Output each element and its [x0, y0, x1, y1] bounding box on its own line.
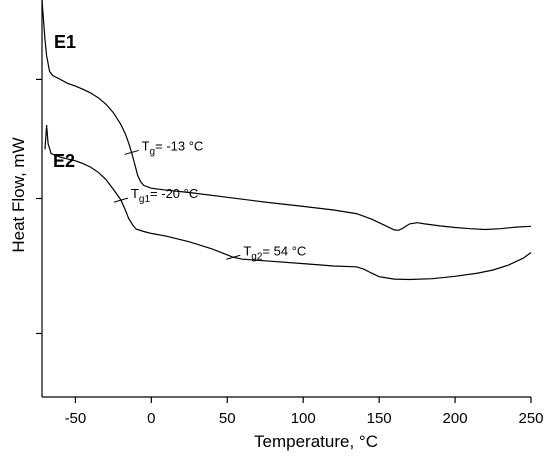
plot-area: -50 0 50 100 150 200 250 Tg= -13 °C Tg1= -20 °C… [36, 0, 544, 427]
x-axis-ticks: -50 0 50 100 150 200 250 [65, 397, 544, 427]
y-axis-title: Heat Flow, mW [9, 137, 28, 252]
y-axis-ticks [36, 78, 42, 335]
tg-annotation: Tg1= -20 °C [131, 186, 198, 205]
annotations: Tg= -13 °C Tg1= -20 °C Tg2= 54 °C [113, 138, 306, 262]
x-tick-label: -50 [65, 410, 87, 427]
tg-annotation: Tg= -13 °C [142, 138, 204, 157]
x-tick-label: 0 [147, 410, 155, 427]
tg-annotation: Tg2= 54 °C [243, 243, 306, 262]
tg-marker [124, 149, 139, 155]
x-tick-label: 100 [291, 410, 316, 427]
series-label-e2: E2 [53, 151, 75, 171]
curves [41, 0, 532, 281]
tg-marker [226, 254, 241, 260]
x-tick-label: 200 [443, 410, 468, 427]
series-label-e1: E1 [54, 32, 76, 52]
x-tick-label: 150 [367, 410, 392, 427]
x-tick-label: 250 [518, 410, 543, 427]
tg-marker [113, 197, 129, 203]
x-tick-label: 50 [219, 410, 236, 427]
series-line-e1 [41, 0, 532, 231]
x-axis-title: Temperature, °C [254, 432, 378, 451]
series-line-e2 [44, 125, 532, 281]
